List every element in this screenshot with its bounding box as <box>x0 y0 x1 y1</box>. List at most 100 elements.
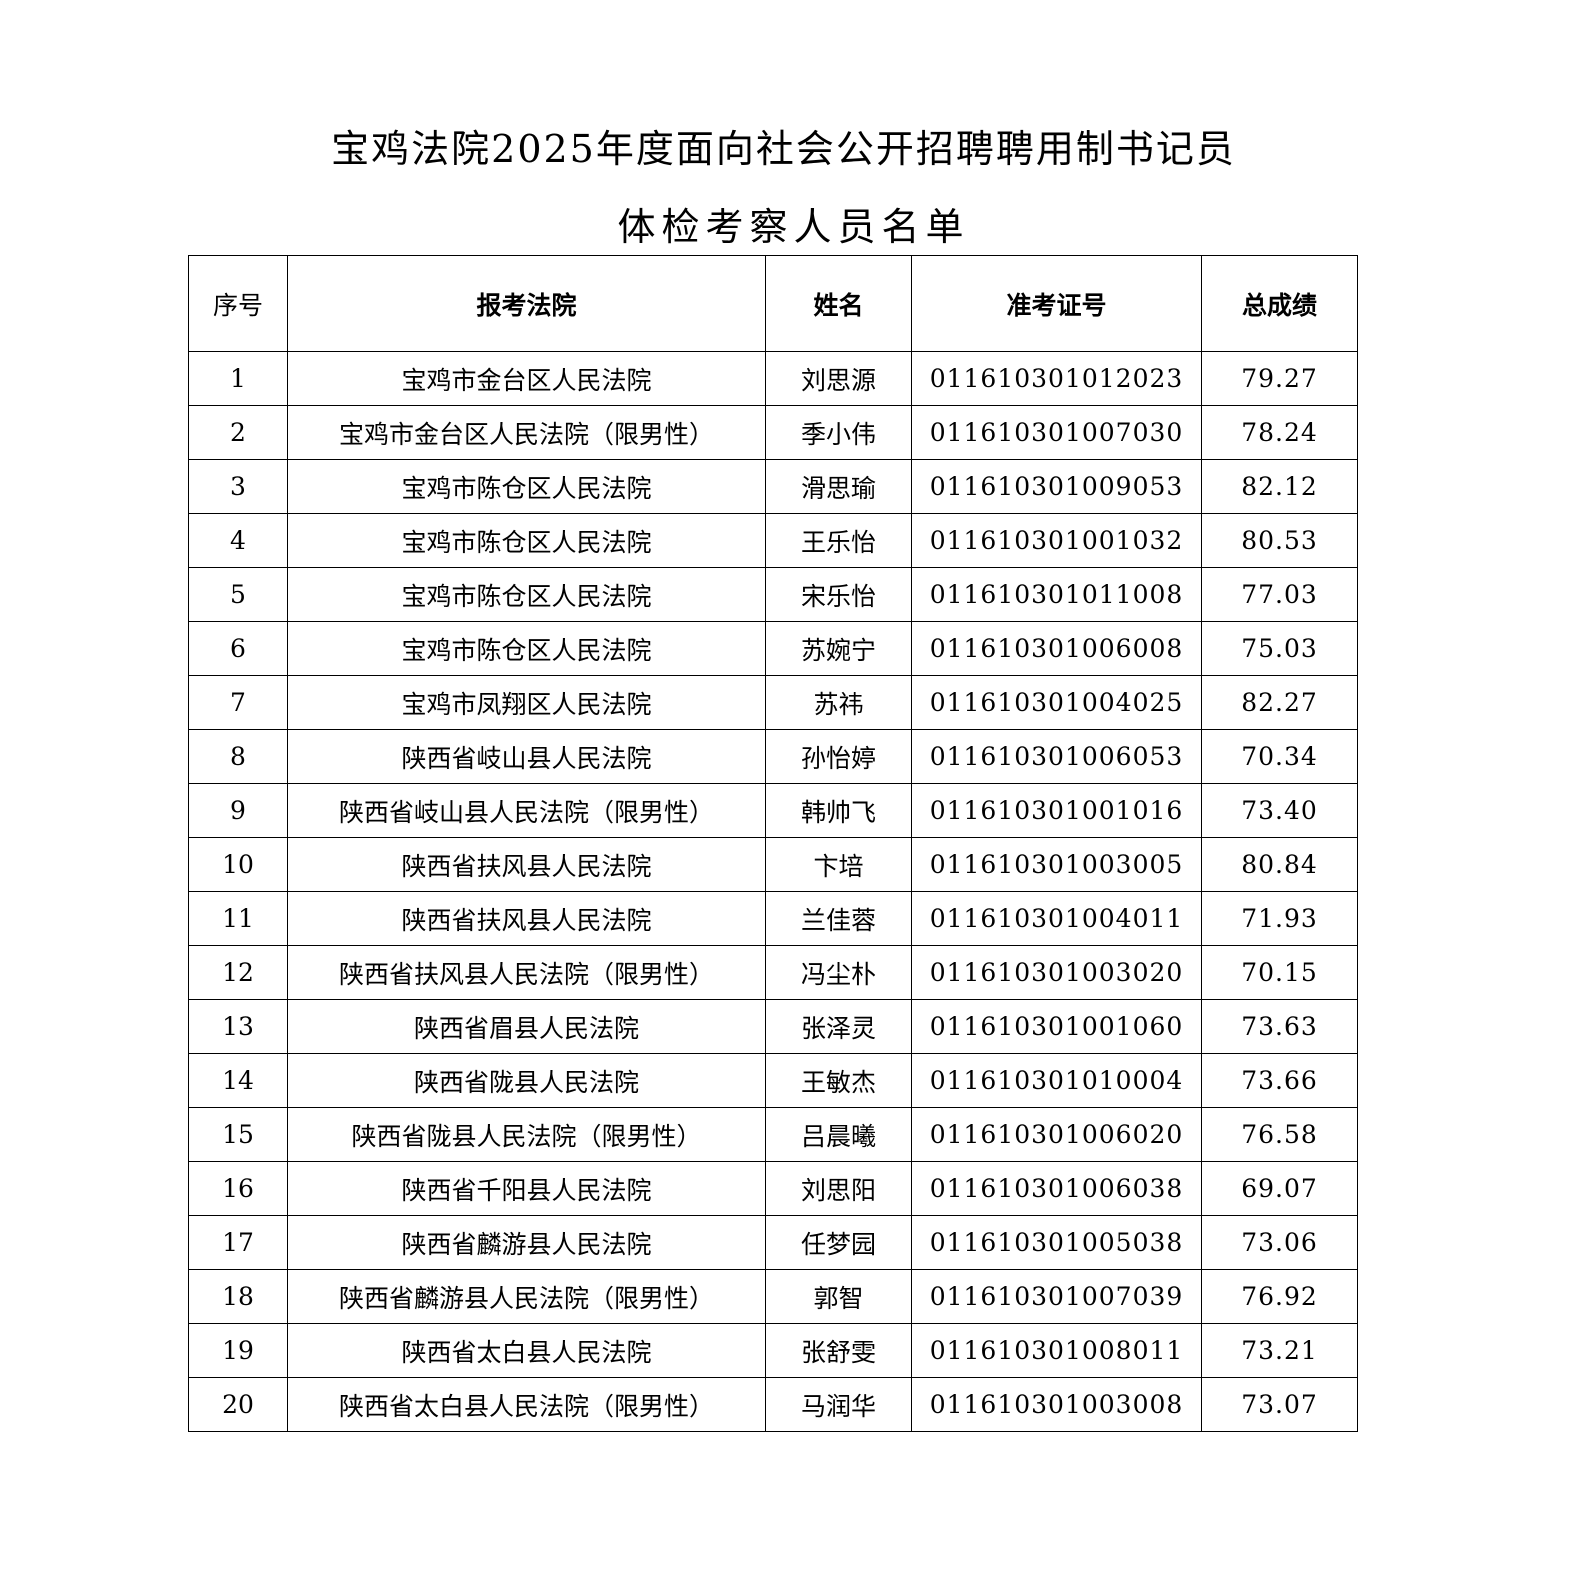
table-row: 7 宝鸡市凤翔区人民法院 苏祎 011610301004025 82.27 <box>188 675 1358 730</box>
cell-score: 82.27 <box>1201 675 1358 730</box>
cell-index: 19 <box>188 1323 288 1378</box>
cell-name: 张舒雯 <box>765 1323 912 1378</box>
table-row: 15 陕西省陇县人民法院（限男性） 吕晨曦 011610301006020 76.58 <box>188 1107 1358 1162</box>
cell-court: 陕西省麟游县人民法院 <box>287 1215 766 1270</box>
cell-exam-id: 011610301008011 <box>911 1323 1202 1378</box>
cell-exam-id: 011610301007030 <box>911 405 1202 460</box>
cell-score: 76.92 <box>1201 1269 1358 1324</box>
cell-name: 兰佳蓉 <box>765 891 912 946</box>
cell-court: 陕西省太白县人民法院（限男性） <box>287 1377 766 1432</box>
cell-exam-id: 011610301007039 <box>911 1269 1202 1324</box>
cell-name: 滑思瑜 <box>765 459 912 514</box>
cell-score: 73.06 <box>1201 1215 1358 1270</box>
cell-court: 陕西省陇县人民法院 <box>287 1053 766 1108</box>
cell-court: 陕西省扶风县人民法院（限男性） <box>287 945 766 1000</box>
candidate-table: 序号 报考法院 姓名 准考证号 总成绩 1 宝鸡市金台区人民法院 刘思源 011610… <box>188 255 1358 1432</box>
table-row: 8 陕西省岐山县人民法院 孙怡婷 011610301006053 70.34 <box>188 729 1358 784</box>
cell-score: 76.58 <box>1201 1107 1358 1162</box>
cell-name: 吕晨曦 <box>765 1107 912 1162</box>
table-row: 18 陕西省麟游县人民法院（限男性） 郭智 011610301007039 76.92 <box>188 1269 1358 1324</box>
table-header-row: 序号 报考法院 姓名 准考证号 总成绩 <box>188 255 1358 352</box>
cell-score: 70.34 <box>1201 729 1358 784</box>
table-row: 2 宝鸡市金台区人民法院（限男性） 季小伟 011610301007030 78.24 <box>188 405 1358 460</box>
cell-court: 宝鸡市陈仓区人民法院 <box>287 513 766 568</box>
cell-score: 73.40 <box>1201 783 1358 838</box>
cell-index: 5 <box>188 567 288 622</box>
cell-score: 71.93 <box>1201 891 1358 946</box>
cell-exam-id: 011610301001032 <box>911 513 1202 568</box>
cell-exam-id: 011610301003005 <box>911 837 1202 892</box>
cell-court: 陕西省麟游县人民法院（限男性） <box>287 1269 766 1324</box>
cell-exam-id: 011610301001016 <box>911 783 1202 838</box>
cell-court: 宝鸡市凤翔区人民法院 <box>287 675 766 730</box>
table-row: 9 陕西省岐山县人民法院（限男性） 韩帅飞 011610301001016 73.40 <box>188 783 1358 838</box>
cell-score: 69.07 <box>1201 1161 1358 1216</box>
cell-exam-id: 011610301011008 <box>911 567 1202 622</box>
cell-index: 4 <box>188 513 288 568</box>
cell-name: 卞培 <box>765 837 912 892</box>
table-row: 10 陕西省扶风县人民法院 卞培 011610301003005 80.84 <box>188 837 1358 892</box>
cell-score: 80.84 <box>1201 837 1358 892</box>
table-row: 4 宝鸡市陈仓区人民法院 王乐怡 011610301001032 80.53 <box>188 513 1358 568</box>
cell-exam-id: 011610301004025 <box>911 675 1202 730</box>
cell-name: 刘思阳 <box>765 1161 912 1216</box>
table-row: 11 陕西省扶风县人民法院 兰佳蓉 011610301004011 71.93 <box>188 891 1358 946</box>
table-row: 6 宝鸡市陈仓区人民法院 苏婉宁 011610301006008 75.03 <box>188 621 1358 676</box>
cell-exam-id: 011610301001060 <box>911 999 1202 1054</box>
cell-exam-id: 011610301003008 <box>911 1377 1202 1432</box>
cell-name: 孙怡婷 <box>765 729 912 784</box>
table-row: 1 宝鸡市金台区人民法院 刘思源 011610301012023 79.27 <box>188 351 1358 406</box>
cell-score: 73.21 <box>1201 1323 1358 1378</box>
cell-court: 陕西省扶风县人民法院 <box>287 891 766 946</box>
cell-court: 陕西省眉县人民法院 <box>287 999 766 1054</box>
document-title: 宝鸡法院2025年度面向社会公开招聘聘用制书记员 <box>331 127 1236 171</box>
cell-index: 6 <box>188 621 288 676</box>
header-index: 序号 <box>188 255 288 352</box>
cell-name: 王敏杰 <box>765 1053 912 1108</box>
cell-score: 80.53 <box>1201 513 1358 568</box>
table-row: 3 宝鸡市陈仓区人民法院 滑思瑜 011610301009053 82.12 <box>188 459 1358 514</box>
cell-index: 10 <box>188 837 288 892</box>
cell-index: 18 <box>188 1269 288 1324</box>
cell-score: 75.03 <box>1201 621 1358 676</box>
cell-score: 73.07 <box>1201 1377 1358 1432</box>
cell-name: 马润华 <box>765 1377 912 1432</box>
cell-index: 2 <box>188 405 288 460</box>
table-row: 5 宝鸡市陈仓区人民法院 宋乐怡 011610301011008 77.03 <box>188 567 1358 622</box>
header-score: 总成绩 <box>1201 255 1358 352</box>
cell-exam-id: 011610301006020 <box>911 1107 1202 1162</box>
cell-name: 郭智 <box>765 1269 912 1324</box>
table-row: 19 陕西省太白县人民法院 张舒雯 011610301008011 73.21 <box>188 1323 1358 1378</box>
cell-score: 77.03 <box>1201 567 1358 622</box>
cell-exam-id: 011610301005038 <box>911 1215 1202 1270</box>
cell-index: 7 <box>188 675 288 730</box>
header-court: 报考法院 <box>287 255 766 352</box>
cell-court: 陕西省太白县人民法院 <box>287 1323 766 1378</box>
cell-court: 宝鸡市金台区人民法院 <box>287 351 766 406</box>
cell-name: 宋乐怡 <box>765 567 912 622</box>
cell-exam-id: 011610301010004 <box>911 1053 1202 1108</box>
cell-exam-id: 011610301012023 <box>911 351 1202 406</box>
cell-name: 苏婉宁 <box>765 621 912 676</box>
cell-index: 20 <box>188 1377 288 1432</box>
cell-court: 陕西省岐山县人民法院（限男性） <box>287 783 766 838</box>
cell-index: 14 <box>188 1053 288 1108</box>
cell-court: 陕西省陇县人民法院（限男性） <box>287 1107 766 1162</box>
cell-court: 宝鸡市陈仓区人民法院 <box>287 567 766 622</box>
cell-court: 宝鸡市金台区人民法院（限男性） <box>287 405 766 460</box>
cell-exam-id: 011610301006008 <box>911 621 1202 676</box>
cell-index: 12 <box>188 945 288 1000</box>
cell-score: 82.12 <box>1201 459 1358 514</box>
cell-index: 17 <box>188 1215 288 1270</box>
cell-court: 宝鸡市陈仓区人民法院 <box>287 459 766 514</box>
cell-exam-id: 011610301006038 <box>911 1161 1202 1216</box>
cell-index: 11 <box>188 891 288 946</box>
cell-exam-id: 011610301009053 <box>911 459 1202 514</box>
cell-index: 3 <box>188 459 288 514</box>
header-exam-id: 准考证号 <box>911 255 1202 352</box>
cell-name: 冯尘朴 <box>765 945 912 1000</box>
cell-name: 韩帅飞 <box>765 783 912 838</box>
cell-name: 季小伟 <box>765 405 912 460</box>
cell-name: 张泽灵 <box>765 999 912 1054</box>
cell-name: 刘思源 <box>765 351 912 406</box>
